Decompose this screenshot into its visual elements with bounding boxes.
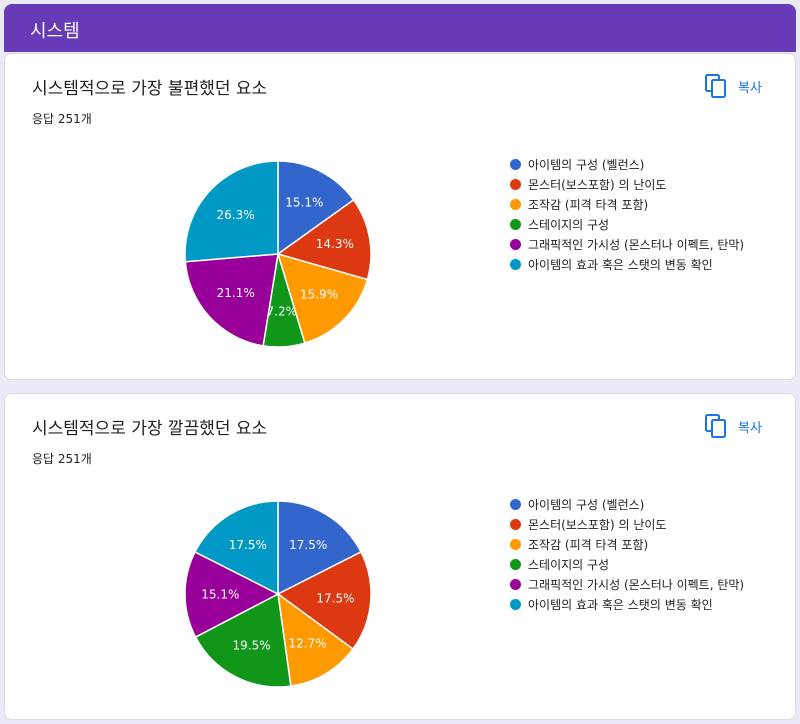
- pie-slice[interactable]: [184, 160, 279, 263]
- legend-label: 조작감 (피격 타격 포함): [528, 198, 649, 212]
- legend-dot: [510, 199, 521, 210]
- copy-label: 복사: [738, 420, 762, 436]
- legend-item: 그래픽적인 가시성 (몬스터나 이펙트, 탄막): [510, 237, 770, 253]
- legend-item: 아이템의 효과 혹은 스탯의 변동 확인: [510, 257, 770, 273]
- pie-chart: 17.5% 17.5% 12.7% 19.5% 15.1% 17.5%: [184, 500, 372, 688]
- pie-slice[interactable]: [194, 592, 292, 688]
- slice-label: 17.5%: [229, 538, 267, 552]
- slice-label: 12.7%: [288, 637, 326, 651]
- legend-label: 그래픽적인 가시성 (몬스터나 이펙트, 탄막): [528, 238, 745, 252]
- question-card-inconvenient: 시스템적으로 가장 불편했던 요소 응답 251개 복사 15.1% 14.3% 1…: [4, 53, 796, 380]
- pie-slice[interactable]: [276, 550, 372, 651]
- legend-dot: [510, 499, 521, 510]
- legend-label: 아이템의 효과 혹은 스탯의 변동 확인: [528, 258, 713, 272]
- legend-dot: [510, 579, 521, 590]
- legend-item: 그래픽적인 가시성 (몬스터나 이펙트, 탄막): [510, 577, 770, 593]
- legend-label: 아이템의 구성 (벨런스): [528, 158, 645, 172]
- section-title: 시스템: [30, 21, 80, 42]
- copy-button[interactable]: 복사: [705, 412, 762, 440]
- slice-label: 26.3%: [217, 208, 255, 222]
- legend-dot: [510, 559, 521, 570]
- legend-item: 조작감 (피격 타격 포함): [510, 537, 770, 553]
- legend-item: 아이템의 효과 혹은 스탯의 변동 확인: [510, 597, 770, 613]
- legend-label: 그래픽적인 가시성 (몬스터나 이펙트, 탄막): [528, 578, 745, 592]
- slice-label: 17.5%: [316, 592, 354, 606]
- copy-icon: [705, 74, 726, 98]
- legend-dot: [510, 159, 521, 170]
- legend-item: 몬스터(보스포함) 의 난이도: [510, 177, 770, 193]
- slice-label: 21.1%: [217, 286, 255, 300]
- section-header: 시스템: [4, 4, 796, 52]
- legend-item: 몬스터(보스포함) 의 난이도: [510, 517, 770, 533]
- pie-slice[interactable]: [277, 592, 355, 687]
- legend-label: 몬스터(보스포함) 의 난이도: [528, 518, 667, 532]
- legend-label: 조작감 (피격 타격 포함): [528, 538, 649, 552]
- pie-slice[interactable]: [277, 500, 362, 596]
- chart-legend: 아이템의 구성 (벨런스) 몬스터(보스포함) 의 난이도 조작감 (피격 타격…: [510, 497, 770, 617]
- slice-label: 17.5%: [289, 538, 327, 552]
- chart-legend: 아이템의 구성 (벨런스) 몬스터(보스포함) 의 난이도 조작감 (피격 타격…: [510, 157, 770, 277]
- legend-label: 스테이지의 구성: [528, 218, 610, 232]
- slice-label: 14.3%: [316, 237, 354, 251]
- legend-label: 몬스터(보스포함) 의 난이도: [528, 178, 667, 192]
- legend-item: 아이템의 구성 (벨런스): [510, 157, 770, 173]
- legend-label: 아이템의 효과 혹은 스탯의 변동 확인: [528, 598, 713, 612]
- slice-label: 19.5%: [233, 638, 271, 652]
- legend-dot: [510, 599, 521, 610]
- question-card-clean: 시스템적으로 가장 깔끔했던 요소 응답 251개 복사 17.5% 17.5% 1…: [4, 393, 796, 720]
- copy-button[interactable]: 복사: [705, 72, 762, 100]
- pie-slice[interactable]: [194, 500, 279, 596]
- question-title: 시스템적으로 가장 불편했던 요소: [32, 79, 268, 99]
- copy-label: 복사: [738, 80, 762, 96]
- slice-label: 15.1%: [285, 196, 323, 210]
- legend-item: 조작감 (피격 타격 포함): [510, 197, 770, 213]
- pie-slice[interactable]: [277, 160, 355, 256]
- slice-label: 15.1%: [201, 587, 239, 601]
- legend-dot: [510, 179, 521, 190]
- legend-dot: [510, 259, 521, 270]
- pie-slice[interactable]: [184, 253, 279, 347]
- response-count: 응답 251개: [32, 452, 92, 466]
- question-title: 시스템적으로 가장 깔끔했던 요소: [32, 419, 268, 439]
- pie-slice[interactable]: [184, 550, 280, 639]
- copy-icon: [705, 414, 726, 438]
- pie-slice[interactable]: [276, 252, 369, 344]
- slice-label: 15.9%: [300, 287, 338, 301]
- legend-label: 아이템의 구성 (벨런스): [528, 498, 645, 512]
- legend-dot: [510, 239, 521, 250]
- legend-label: 스테이지의 구성: [528, 558, 610, 572]
- pie-chart: 15.1% 14.3% 15.9%7.2% 21.1% 26.3%: [184, 160, 372, 348]
- legend-dot: [510, 219, 521, 230]
- slice-label: 7.2%: [267, 305, 298, 319]
- legend-dot: [510, 519, 521, 530]
- legend-item: 스테이지의 구성: [510, 217, 770, 233]
- legend-dot: [510, 539, 521, 550]
- pie-slice[interactable]: [276, 198, 372, 281]
- legend-item: 아이템의 구성 (벨런스): [510, 497, 770, 513]
- legend-item: 스테이지의 구성: [510, 557, 770, 573]
- response-count: 응답 251개: [32, 112, 92, 126]
